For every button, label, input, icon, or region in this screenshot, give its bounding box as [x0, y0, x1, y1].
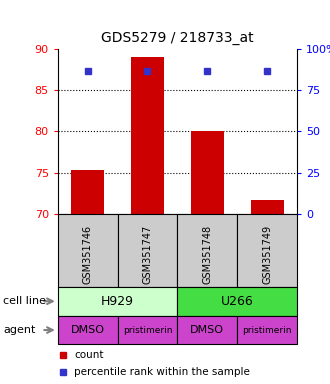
Text: count: count: [75, 350, 104, 360]
Bar: [58, 287, 177, 316]
Bar: [177, 214, 237, 287]
Text: percentile rank within the sample: percentile rank within the sample: [75, 367, 250, 377]
Bar: [237, 316, 297, 344]
Text: U266: U266: [221, 295, 253, 308]
Text: DMSO: DMSO: [190, 325, 224, 335]
Bar: [58, 214, 117, 287]
Bar: [237, 214, 297, 287]
Bar: [117, 316, 177, 344]
Text: GSM351748: GSM351748: [202, 225, 212, 283]
Text: agent: agent: [3, 325, 36, 335]
Bar: [251, 200, 283, 214]
Bar: [131, 57, 164, 214]
Text: GSM351749: GSM351749: [262, 225, 272, 283]
Bar: [191, 131, 224, 214]
Bar: [177, 287, 297, 316]
Text: cell line: cell line: [3, 296, 46, 306]
Bar: [58, 316, 117, 344]
Text: H929: H929: [101, 295, 134, 308]
Text: GSM351747: GSM351747: [143, 224, 152, 284]
Bar: [71, 170, 104, 214]
Text: DMSO: DMSO: [71, 325, 105, 335]
Text: GSM351746: GSM351746: [82, 225, 93, 283]
Text: pristimerin: pristimerin: [123, 326, 172, 334]
Bar: [177, 316, 237, 344]
Text: pristimerin: pristimerin: [242, 326, 292, 334]
Title: GDS5279 / 218733_at: GDS5279 / 218733_at: [101, 31, 254, 45]
Bar: [117, 214, 177, 287]
